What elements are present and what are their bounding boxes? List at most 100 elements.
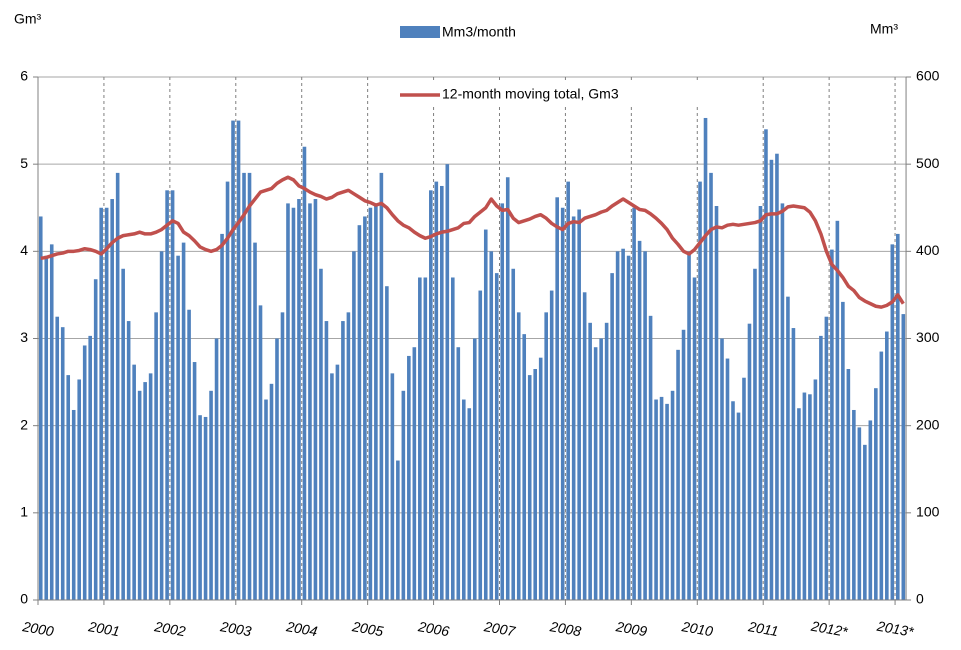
bar [544,312,548,600]
bar [44,255,49,601]
bar [676,349,680,600]
bar [610,273,614,600]
bar [192,362,197,600]
bar [593,347,598,600]
bar [291,207,296,600]
bar [846,369,851,600]
y-tick-label: 2 [20,416,28,432]
x-tick-label: 2004 [284,618,319,639]
bar [687,251,691,601]
y-tick-label: 3 [20,329,28,345]
bar [868,420,873,600]
bar [775,153,779,600]
bar [418,277,422,600]
x-tick-label: 2012* [809,617,849,639]
bar [82,345,87,600]
bar [352,251,356,601]
bar [181,242,186,600]
bar [209,390,213,600]
bar [308,203,312,600]
bar [313,199,318,601]
bar [560,207,565,600]
bar [137,390,142,600]
bar [813,379,818,600]
bar [126,321,131,600]
bar [55,316,60,600]
y2-tick-label: 0 [916,591,924,607]
bar [187,309,191,600]
bar [467,408,472,600]
bar [379,172,384,600]
bar [709,172,713,600]
bar [88,335,92,600]
bar [104,207,109,600]
bar [670,390,675,600]
bar [396,460,400,600]
bar [769,159,774,600]
bar [390,373,395,600]
bar [253,242,257,600]
bar [516,312,521,600]
bar [445,164,450,600]
bar [890,244,895,601]
x-tick-label: 2006 [416,618,451,639]
y2-tick-label: 600 [916,68,940,84]
legend-bg [396,82,702,106]
bar [731,401,735,600]
bar [38,216,43,600]
bar [549,290,554,600]
x-tick-label: 2010 [680,618,715,639]
bar [588,322,592,600]
bar [99,207,103,600]
bar [874,388,878,600]
y-tick-label: 0 [20,591,28,607]
bar [527,375,532,600]
bar [632,207,636,600]
bar [747,323,752,600]
y2-tick-label: 200 [916,416,940,432]
x-tick-label: 2005 [350,618,385,639]
bar [412,347,417,600]
bar [143,382,147,600]
bar [165,190,169,601]
bar [511,268,516,600]
bar [231,120,235,600]
bar [835,220,840,600]
bar [879,351,884,600]
bar [374,203,378,600]
bar [857,427,862,600]
bar [456,347,461,600]
bar [346,312,351,600]
bar [170,190,175,601]
bar [538,357,543,600]
bar [786,296,790,600]
bar [341,321,345,600]
bar [604,322,609,600]
bar [566,181,570,600]
bar [154,312,158,600]
bar [71,409,76,600]
bar [626,255,631,601]
bar [643,251,647,601]
bar [852,409,856,600]
bar [522,334,527,600]
bar [423,277,428,600]
bar [654,399,658,600]
bar [808,394,812,600]
bar [681,329,686,600]
bar [236,120,241,600]
bar [500,203,505,600]
bar [494,273,499,600]
bar [363,216,367,600]
bar [478,290,483,600]
bar [93,279,98,600]
y2-tick-label: 500 [916,155,940,171]
bar [461,399,466,600]
bar [203,416,208,600]
bar [714,206,719,601]
bar [385,286,389,600]
bar [896,233,900,600]
bar [901,314,906,600]
bar [49,244,54,601]
y2-tick-label: 400 [916,242,940,258]
